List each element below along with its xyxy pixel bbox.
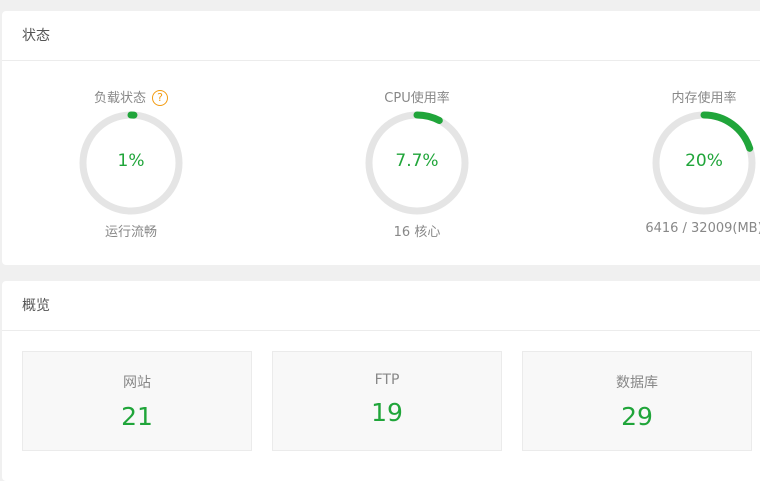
database-box[interactable]: 数据库 29: [522, 351, 752, 451]
gauge-title: CPU使用率: [384, 91, 450, 106]
box-label: 数据库: [616, 375, 658, 391]
gauge-value: 7.7%: [395, 151, 439, 171]
gauge-subtitle: 16 核心: [393, 225, 441, 240]
box-label: FTP: [374, 372, 400, 388]
box-label: 网站: [123, 375, 151, 391]
status-card: 状态 负载状态? 1% 运行流畅 CPU使用率 7.7% 16 核心 内存使用率…: [2, 11, 760, 265]
overview-card: 概览 网站 21 FTP 19 数据库 29: [2, 281, 760, 481]
gauge-ring: [79, 111, 183, 215]
gauge-title: 负载状态: [93, 91, 146, 106]
question-circle-icon[interactable]: ?: [152, 90, 168, 106]
gauge-title: 内存使用率: [671, 91, 737, 106]
status-title: 状态: [2, 11, 760, 61]
ftp-box[interactable]: FTP 19: [272, 351, 502, 451]
gauge-value: 20%: [685, 151, 723, 171]
overview-title: 概览: [2, 281, 760, 331]
gauge-arc: [365, 111, 469, 215]
gauge-subtitle: 运行流畅: [104, 225, 157, 240]
gauge-ring: [652, 111, 756, 215]
gauge-value: 1%: [117, 151, 145, 171]
gauge-ring: [365, 111, 469, 215]
box-value[interactable]: 21: [121, 402, 153, 431]
gauge-subtitle: 6416 / 32009(MB): [645, 221, 760, 236]
gauge-arc: [79, 111, 183, 215]
box-value[interactable]: 19: [371, 398, 403, 427]
gauge-arc: [652, 111, 756, 215]
website-box[interactable]: 网站 21: [22, 351, 252, 451]
box-value[interactable]: 29: [621, 402, 653, 431]
